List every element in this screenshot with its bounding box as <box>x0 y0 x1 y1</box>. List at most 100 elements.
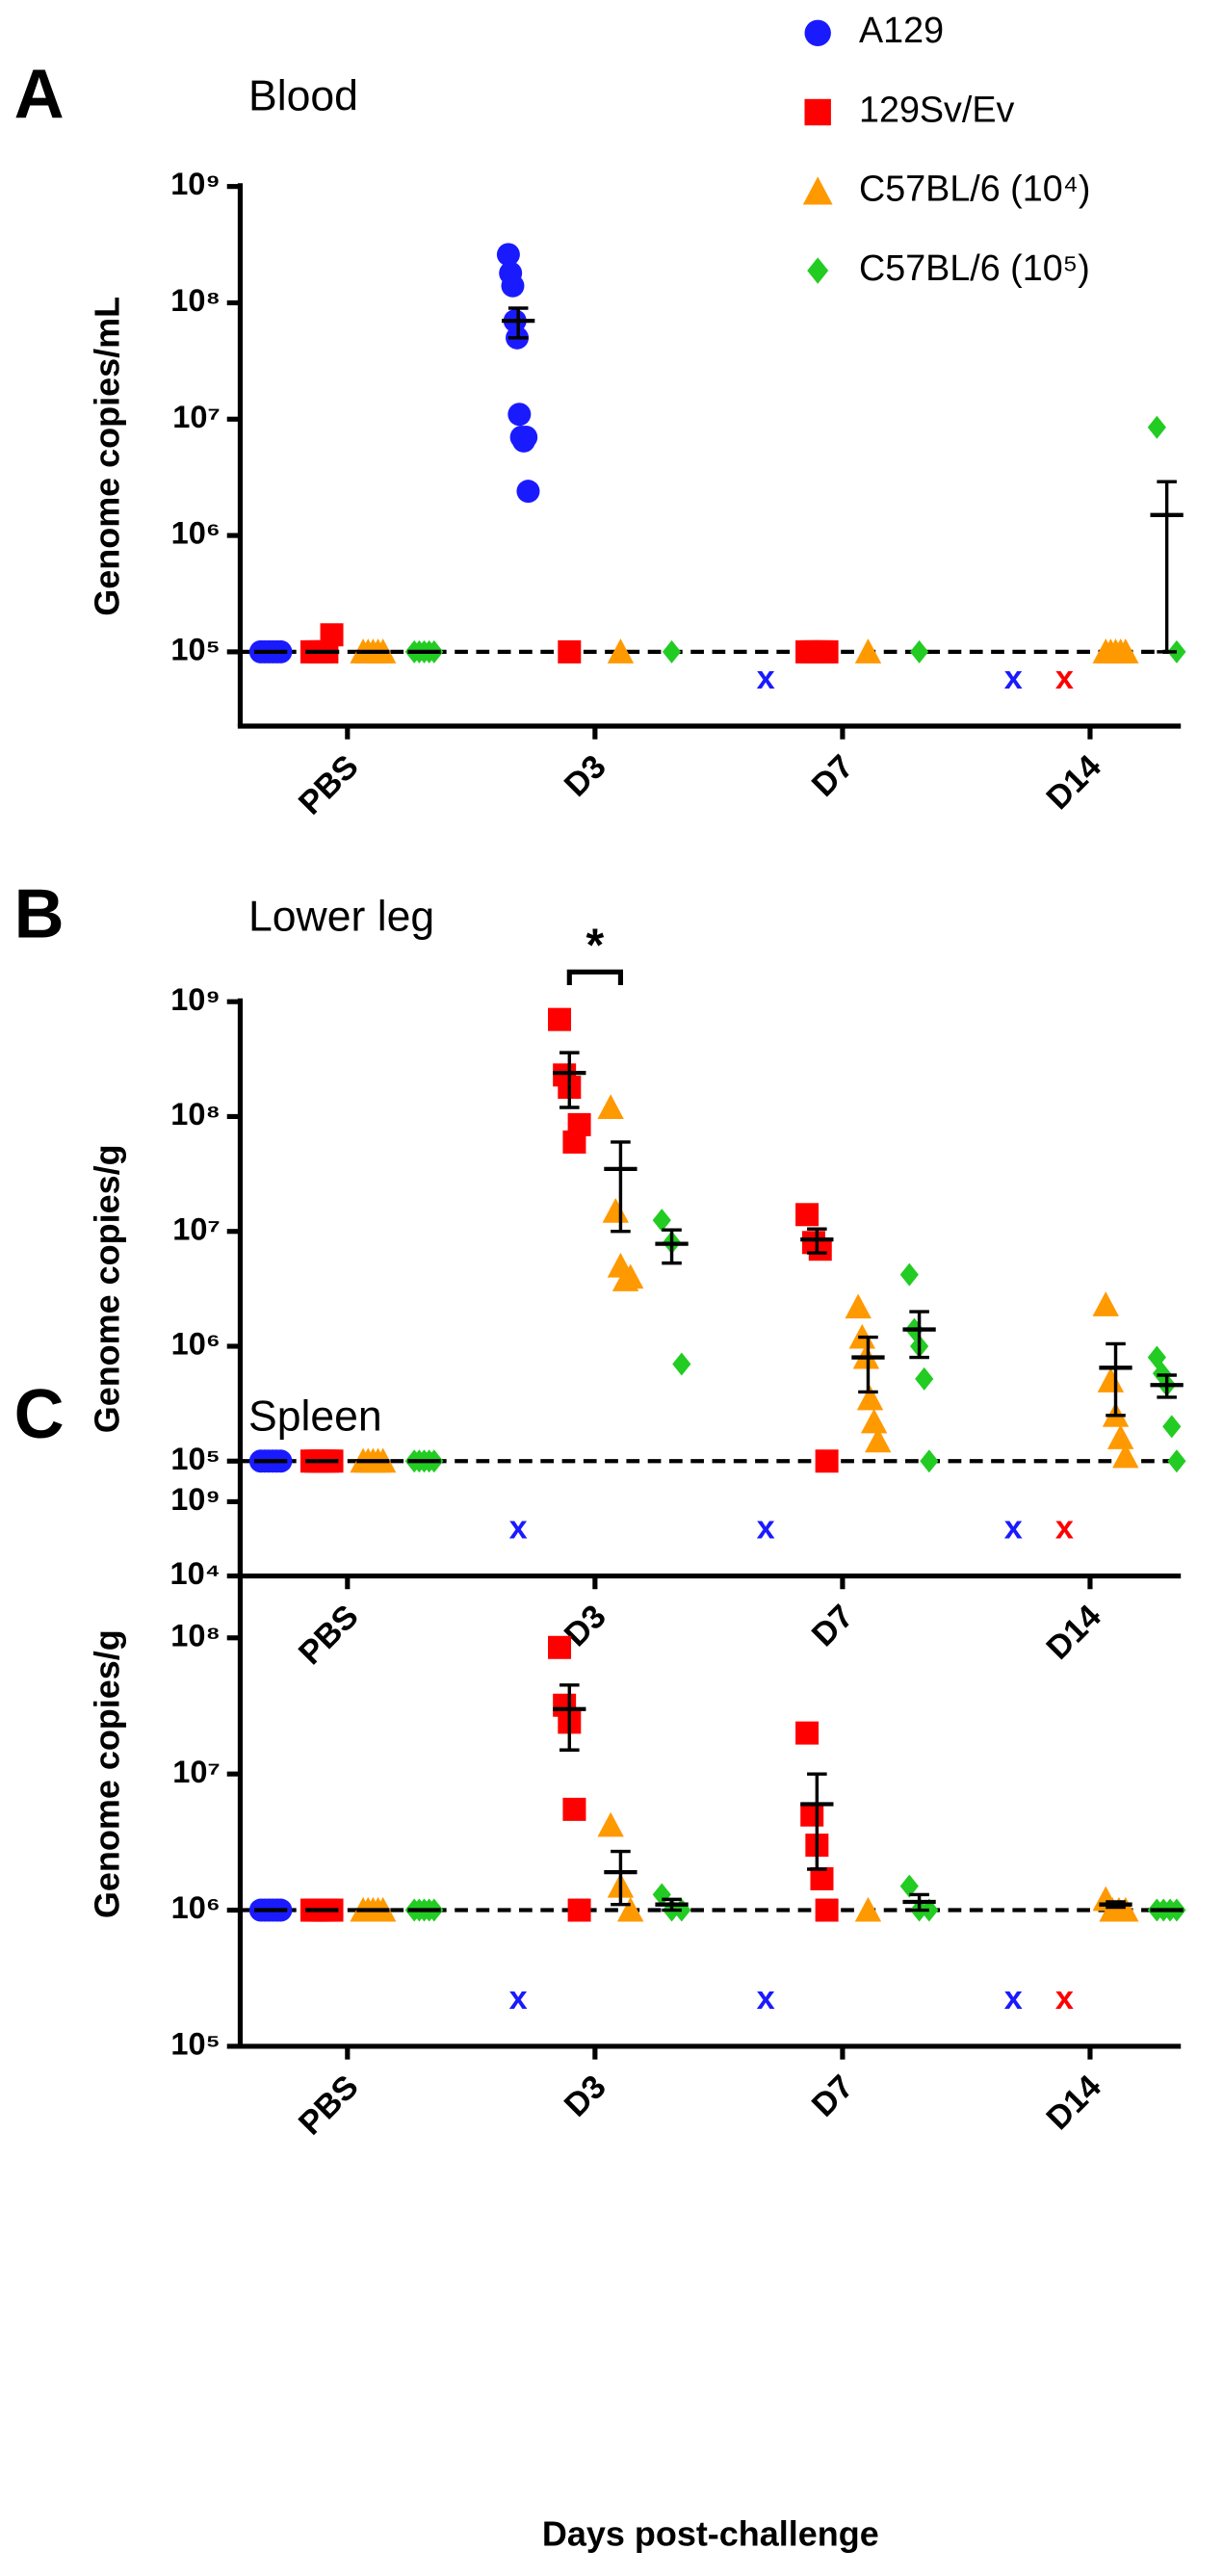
y-tick-label: 10⁶ <box>171 1890 221 1925</box>
data-point <box>496 243 520 267</box>
chart-title: Blood <box>248 73 358 120</box>
data-point <box>616 1896 644 1922</box>
x-tick-label: D3 <box>558 2069 613 2124</box>
data-point <box>597 1094 624 1120</box>
data-point <box>662 639 682 664</box>
y-tick-label: 10⁶ <box>171 516 221 551</box>
x-axis-label: Days post-challenge <box>542 2513 879 2553</box>
legend-marker <box>804 19 831 46</box>
y-axis-label: Genome copies/g <box>88 1144 127 1433</box>
missing-marker: x <box>1055 1980 1074 2017</box>
data-point <box>815 1449 839 1473</box>
data-point <box>597 1811 624 1837</box>
data-point <box>1097 1367 1125 1392</box>
data-point <box>1112 1443 1139 1469</box>
data-point <box>567 1112 591 1136</box>
y-tick-label: 10⁵ <box>170 1442 220 1476</box>
data-point <box>810 1866 834 1890</box>
missing-marker: x <box>509 1980 528 2017</box>
data-point <box>856 1385 884 1411</box>
data-point <box>320 623 344 647</box>
data-point <box>558 639 582 664</box>
y-tick-label: 10⁸ <box>170 283 221 318</box>
x-tick-label: D14 <box>1040 748 1108 817</box>
x-tick-label: PBS <box>292 2069 366 2143</box>
data-point <box>920 1449 939 1473</box>
missing-marker: x <box>757 1980 775 2017</box>
y-tick-label: 10⁶ <box>171 1327 221 1362</box>
legend-marker <box>807 257 829 284</box>
y-tick-label: 10⁷ <box>172 1755 221 1789</box>
missing-marker: x <box>509 1510 528 1547</box>
data-point <box>567 1898 591 1922</box>
data-point <box>562 1797 586 1821</box>
data-point <box>915 1366 934 1391</box>
data-point <box>815 1898 839 1922</box>
data-point <box>507 403 532 427</box>
x-tick-label: D14 <box>1040 2069 1108 2137</box>
data-point <box>1167 1449 1186 1473</box>
data-point <box>800 1803 824 1827</box>
panel-label: B <box>14 876 65 953</box>
data-point <box>909 639 929 664</box>
legend-label: C57BL/6 (10⁵) <box>859 247 1090 288</box>
data-point <box>652 1883 671 1907</box>
data-point <box>602 1198 629 1223</box>
x-tick-label: PBS <box>292 748 366 822</box>
data-point <box>899 1262 919 1287</box>
data-point <box>1112 1896 1139 1922</box>
missing-marker: x <box>1055 1510 1074 1547</box>
data-point <box>672 1352 691 1376</box>
panel-label: C <box>14 1376 65 1453</box>
data-point <box>548 1007 572 1031</box>
chart-title: Lower leg <box>248 893 434 940</box>
data-point <box>795 1203 820 1227</box>
data-point <box>548 1635 572 1659</box>
missing-marker: x <box>1004 1510 1023 1547</box>
data-point <box>845 1293 872 1319</box>
y-tick-label: 10⁵ <box>170 2027 220 2062</box>
y-tick-label: 10⁹ <box>170 982 221 1017</box>
data-point <box>1162 1415 1182 1439</box>
y-tick-label: 10⁷ <box>172 400 221 434</box>
data-point <box>1147 415 1166 439</box>
y-axis-label: Genome copies/g <box>88 1629 127 1918</box>
legend-marker <box>804 98 831 126</box>
y-tick-label: 10⁹ <box>170 1482 221 1517</box>
data-point <box>652 1209 671 1233</box>
data-point <box>1112 638 1139 664</box>
significance-bracket <box>566 969 623 986</box>
x-tick-label: D7 <box>805 1598 861 1653</box>
data-point <box>516 480 540 504</box>
data-point <box>795 1721 820 1745</box>
panel-label: A <box>14 56 65 133</box>
legend-label: A129 <box>859 10 944 50</box>
missing-marker: x <box>1055 660 1074 696</box>
missing-marker: x <box>757 1510 775 1547</box>
data-point <box>808 1237 832 1262</box>
y-tick-label: 10⁹ <box>170 167 221 201</box>
x-tick-label: D14 <box>1040 1598 1108 1666</box>
data-point <box>1106 1424 1134 1449</box>
x-tick-label: D3 <box>558 748 613 804</box>
data-point <box>501 273 525 298</box>
data-point <box>865 1427 892 1453</box>
y-tick-label: 10⁸ <box>170 1097 221 1132</box>
x-tick-label: D7 <box>805 2069 861 2124</box>
data-point <box>514 425 538 449</box>
legend-label: C57BL/6 (10⁴) <box>859 169 1090 209</box>
y-tick-label: 10⁴ <box>170 1556 221 1591</box>
chart-title: Spleen <box>248 1393 382 1441</box>
data-point <box>815 639 839 664</box>
data-point <box>616 1263 644 1289</box>
missing-marker: x <box>757 660 775 696</box>
legend-label: 129Sv/Ev <box>859 89 1014 129</box>
data-point <box>854 638 882 664</box>
missing-marker: x <box>1004 660 1023 696</box>
y-tick-label: 10⁷ <box>172 1211 221 1246</box>
data-point <box>1092 1291 1119 1316</box>
x-tick-label: PBS <box>292 1598 366 1672</box>
data-point <box>899 1874 919 1898</box>
